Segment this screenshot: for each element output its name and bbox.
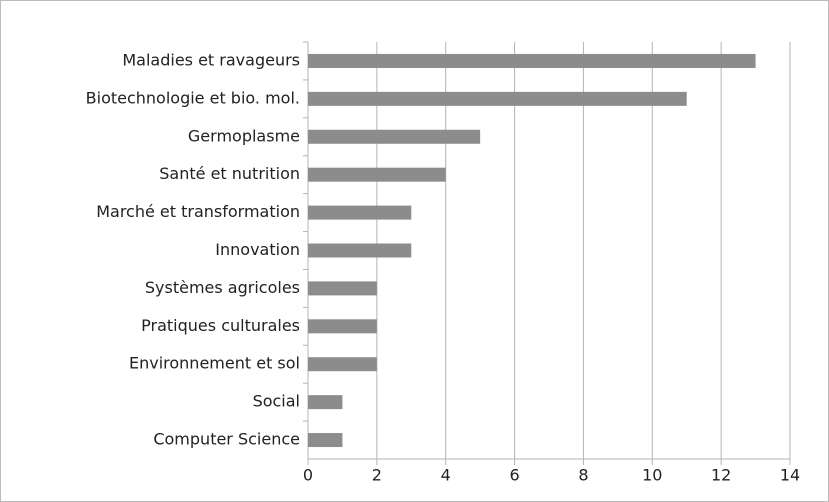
bar xyxy=(308,91,687,106)
y-tick-label: Marché et transformation xyxy=(96,202,300,221)
y-tick-label: Maladies et ravageurs xyxy=(122,50,300,69)
bar xyxy=(308,205,412,220)
y-tick-label: Germoplasme xyxy=(188,126,300,145)
bar xyxy=(308,53,756,68)
x-tick-label: 4 xyxy=(441,466,451,485)
x-tick-label: 0 xyxy=(303,466,313,485)
bar xyxy=(308,243,412,258)
x-tick-label: 14 xyxy=(780,466,800,485)
y-tick-label: Pratiques culturales xyxy=(141,316,300,335)
x-tick-label: 2 xyxy=(372,466,382,485)
y-tick-label: Environnement et sol xyxy=(129,354,300,373)
x-tick-label: 12 xyxy=(711,466,731,485)
bar xyxy=(308,281,377,296)
bar xyxy=(308,129,481,144)
x-tick-label: 8 xyxy=(578,466,588,485)
y-tick-label: Biotechnologie et bio. mol. xyxy=(86,88,300,107)
x-tick-label: 10 xyxy=(642,466,662,485)
x-tick-label: 6 xyxy=(509,466,519,485)
bar xyxy=(308,433,343,448)
y-tick-label: Innovation xyxy=(215,240,300,259)
y-tick-label: Santé et nutrition xyxy=(159,164,300,183)
bar xyxy=(308,395,343,410)
y-tick-label: Social xyxy=(253,392,300,411)
bar xyxy=(308,319,377,334)
y-tick-label: Computer Science xyxy=(153,430,300,449)
y-tick-label: Systèmes agricoles xyxy=(145,278,300,297)
bar xyxy=(308,167,446,182)
bar xyxy=(308,357,377,372)
